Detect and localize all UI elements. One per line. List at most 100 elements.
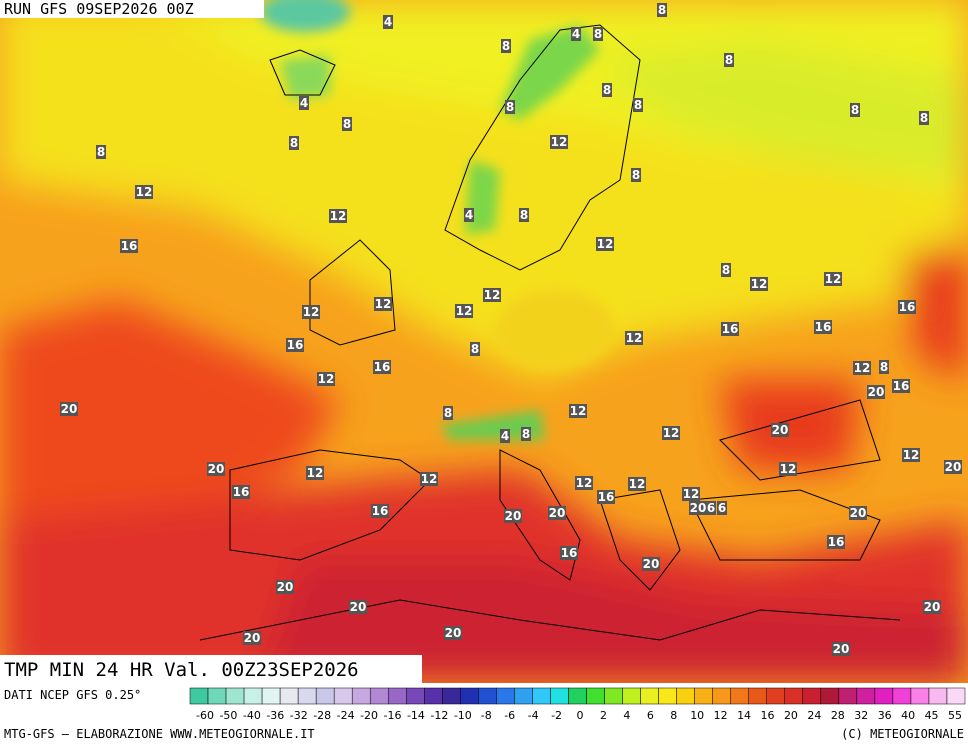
legend-swatch <box>351 687 371 705</box>
run-label: RUN GFS 09SEP2026 00Z <box>4 0 194 18</box>
temp-label: 20 <box>549 506 566 520</box>
label-box <box>302 305 320 319</box>
temp-label: 16 <box>121 239 138 253</box>
label-box <box>850 103 860 117</box>
legend-swatch <box>604 687 623 705</box>
temp-label: 8 <box>851 103 859 117</box>
legend-label: -8 <box>481 709 492 722</box>
legend-swatch <box>748 687 767 705</box>
label-box <box>505 100 515 114</box>
label-box <box>519 208 529 222</box>
label-box <box>455 304 473 318</box>
temp-label: 12 <box>375 297 392 311</box>
label-box <box>902 448 920 462</box>
legend-label: 4 <box>623 709 630 722</box>
label-box <box>470 342 480 356</box>
legend-swatch <box>261 687 281 705</box>
legend-label: -32 <box>290 709 308 722</box>
label-box <box>892 379 910 393</box>
temp-label: 8 <box>634 98 642 112</box>
temp-label: 12 <box>421 472 438 486</box>
map <box>0 0 968 683</box>
label-box <box>560 546 578 560</box>
legend-swatch <box>676 687 695 705</box>
legend-swatch <box>694 687 713 705</box>
label-box <box>631 168 641 182</box>
legend-swatch <box>838 687 858 705</box>
label-box <box>569 404 587 418</box>
legend-swatch <box>532 687 551 705</box>
label-box <box>628 477 646 491</box>
label-box <box>879 360 889 374</box>
label-box <box>464 208 474 222</box>
label-box <box>832 642 850 656</box>
legend-label: -36 <box>266 709 284 722</box>
legend-label: 45 <box>925 709 939 722</box>
label-box <box>299 96 309 110</box>
label-box <box>575 476 593 490</box>
label-box <box>550 135 568 149</box>
temp-label: 6 <box>707 501 715 515</box>
legend-label: -60 <box>196 709 214 722</box>
temp-label: 20 <box>868 385 885 399</box>
temp-label: 16 <box>374 360 391 374</box>
label-box <box>849 506 867 520</box>
temp-label: 20 <box>833 642 850 656</box>
legend-swatch <box>388 687 407 705</box>
label-box <box>135 185 153 199</box>
temp-label: 12 <box>663 426 680 440</box>
label-box <box>329 209 347 223</box>
temp-label: 20 <box>350 600 367 614</box>
legend-swatch <box>820 687 840 705</box>
temp-label: 12 <box>307 466 324 480</box>
label-box <box>662 426 680 440</box>
label-box <box>420 472 438 486</box>
label-box <box>596 237 614 251</box>
temp-label: 8 <box>658 3 666 17</box>
label-box <box>501 39 511 53</box>
legend-label: 24 <box>807 709 821 722</box>
temp-label: 16 <box>828 535 845 549</box>
label-box <box>548 506 566 520</box>
label-box <box>371 504 389 518</box>
temp-label: 20 <box>445 626 462 640</box>
legend-label: -40 <box>243 709 261 722</box>
legend-label: 12 <box>714 709 728 722</box>
temp-label: 20 <box>772 423 789 437</box>
legend-swatch <box>406 687 425 705</box>
label-box <box>504 509 522 523</box>
legend-swatch <box>243 687 263 705</box>
legend-label: -12 <box>430 709 448 722</box>
temp-label: 20 <box>690 501 707 515</box>
legend-swatch <box>766 687 786 705</box>
temp-label: 8 <box>725 53 733 67</box>
label-box <box>642 557 660 571</box>
label-box <box>771 423 789 437</box>
label-box <box>633 98 643 112</box>
temp-label: 20 <box>850 506 867 520</box>
temp-label: 20 <box>244 631 261 645</box>
label-box <box>923 600 941 614</box>
map-title: TMP MIN 24 HR Val. 00Z23SEP2026 <box>4 659 359 681</box>
legend-label: 8 <box>670 709 677 722</box>
temp-label: 8 <box>471 342 479 356</box>
legend-swatch <box>478 687 497 705</box>
label-box <box>602 83 612 97</box>
legend-swatch <box>279 687 299 705</box>
temp-label: 12 <box>330 209 347 223</box>
temp-label: 4 <box>300 96 308 110</box>
temp-label: 12 <box>825 272 842 286</box>
footer-left: MTG-GFS — ELABORAZIONE WWW.METEOGIORNALE… <box>4 727 315 741</box>
legend-label: -50 <box>219 709 237 722</box>
temp-label: 4 <box>384 15 392 29</box>
legend-swatch <box>207 687 227 705</box>
temp-label: 20 <box>277 580 294 594</box>
label-box <box>349 600 367 614</box>
label-box <box>500 429 510 443</box>
temp-label: 12 <box>318 372 335 386</box>
legend-label: -6 <box>504 709 515 722</box>
temp-label: 4 <box>465 208 473 222</box>
label-box <box>342 117 352 131</box>
label-box <box>317 372 335 386</box>
